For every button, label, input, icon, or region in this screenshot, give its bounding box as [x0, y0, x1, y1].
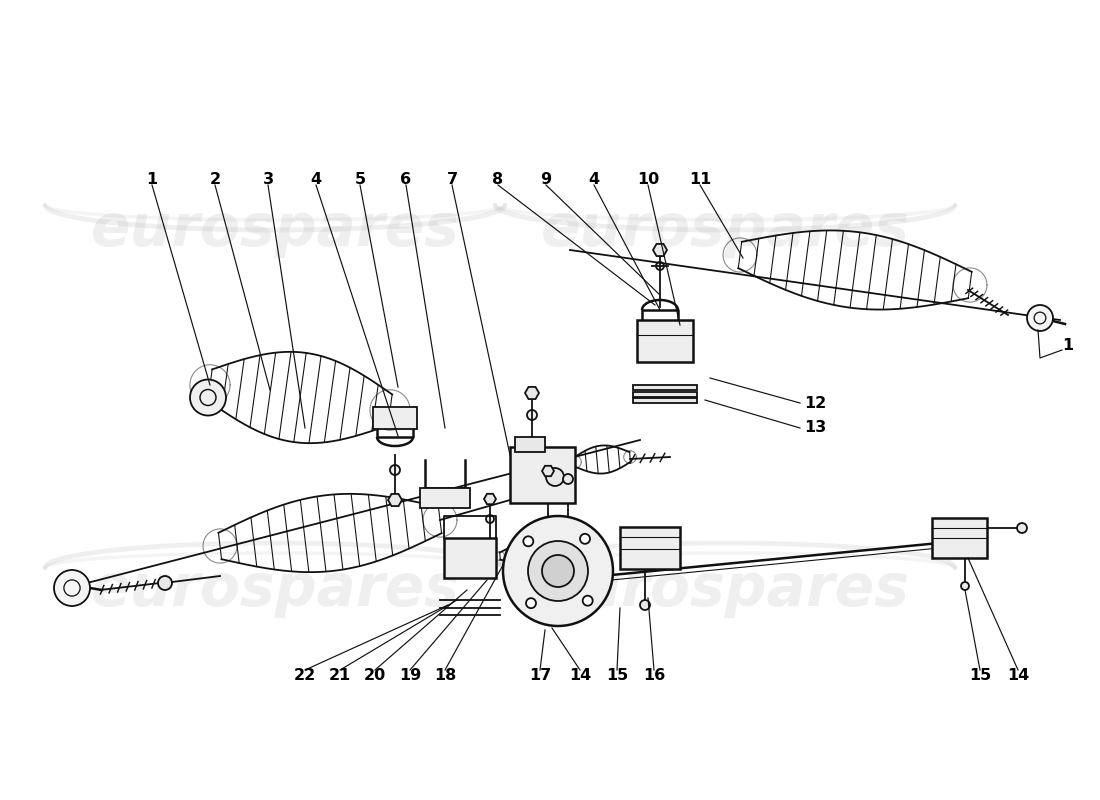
Text: 6: 6	[400, 173, 411, 187]
Polygon shape	[542, 466, 554, 476]
Circle shape	[486, 515, 494, 523]
Bar	[632, 385, 697, 390]
Text: eurospares: eurospares	[540, 562, 910, 618]
Bar	[620, 527, 680, 569]
Text: 18: 18	[433, 667, 456, 682]
Text: 1: 1	[1063, 338, 1074, 353]
Circle shape	[54, 570, 90, 606]
Bar	[632, 398, 697, 403]
Text: 14: 14	[1006, 667, 1030, 682]
Circle shape	[1027, 305, 1053, 331]
Text: 14: 14	[569, 667, 591, 682]
Circle shape	[583, 596, 593, 606]
Circle shape	[390, 465, 400, 475]
Text: 3: 3	[263, 173, 274, 187]
Text: 2: 2	[209, 173, 221, 187]
Circle shape	[640, 600, 650, 610]
Text: 15: 15	[606, 667, 628, 682]
Bar	[932, 518, 987, 558]
Text: 10: 10	[637, 173, 659, 187]
Polygon shape	[484, 494, 496, 504]
Text: 8: 8	[493, 173, 504, 187]
Text: eurospares: eurospares	[90, 202, 460, 258]
Text: 16: 16	[642, 667, 666, 682]
Text: 4: 4	[310, 173, 321, 187]
Circle shape	[961, 582, 969, 590]
Bar	[420, 488, 470, 508]
Circle shape	[656, 262, 664, 270]
Polygon shape	[388, 494, 401, 506]
Circle shape	[190, 379, 226, 415]
Bar	[632, 392, 697, 397]
Circle shape	[563, 474, 573, 484]
Text: 13: 13	[804, 421, 826, 435]
Polygon shape	[525, 387, 539, 399]
Circle shape	[528, 541, 588, 601]
Bar	[510, 447, 575, 503]
Text: 7: 7	[447, 173, 458, 187]
Circle shape	[524, 536, 534, 546]
Text: eurospares: eurospares	[540, 202, 910, 258]
Text: 11: 11	[689, 173, 711, 187]
Text: 17: 17	[529, 667, 551, 682]
Text: 12: 12	[804, 395, 826, 410]
Circle shape	[580, 534, 590, 544]
Bar	[444, 538, 496, 578]
Bar	[373, 407, 417, 429]
Text: 21: 21	[329, 667, 351, 682]
Bar	[637, 320, 693, 362]
Text: 9: 9	[540, 173, 551, 187]
Text: 5: 5	[354, 173, 365, 187]
Circle shape	[1018, 523, 1027, 533]
Polygon shape	[653, 244, 667, 256]
Text: 1: 1	[146, 173, 157, 187]
Circle shape	[503, 516, 613, 626]
Circle shape	[527, 410, 537, 420]
Circle shape	[526, 598, 536, 608]
Circle shape	[158, 576, 172, 590]
Text: eurospares: eurospares	[90, 562, 460, 618]
Circle shape	[546, 468, 564, 486]
Text: 20: 20	[364, 667, 386, 682]
Text: 19: 19	[399, 667, 421, 682]
Text: 22: 22	[294, 667, 316, 682]
Circle shape	[542, 555, 574, 587]
Text: 15: 15	[969, 667, 991, 682]
Bar	[515, 437, 544, 452]
Text: 4: 4	[588, 173, 600, 187]
